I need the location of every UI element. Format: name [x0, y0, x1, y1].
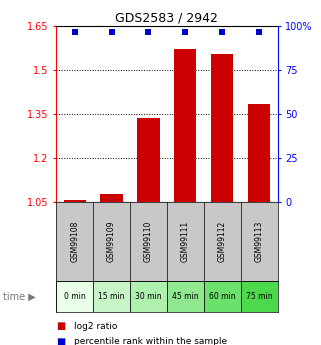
Text: 60 min: 60 min — [209, 292, 236, 301]
Text: time ▶: time ▶ — [3, 292, 36, 302]
Text: 15 min: 15 min — [98, 292, 125, 301]
Text: GSM99110: GSM99110 — [144, 221, 153, 262]
Bar — [137, 118, 160, 202]
Text: GSM99112: GSM99112 — [218, 221, 227, 262]
Title: GDS2583 / 2942: GDS2583 / 2942 — [116, 12, 218, 25]
Bar — [211, 54, 233, 202]
Text: ■: ■ — [56, 321, 65, 331]
Bar — [174, 49, 196, 202]
Text: ■: ■ — [56, 337, 65, 345]
Bar — [130, 281, 167, 312]
Text: 75 min: 75 min — [246, 292, 273, 301]
Bar — [64, 200, 86, 202]
Bar — [56, 281, 93, 312]
Text: GSM99109: GSM99109 — [107, 221, 116, 262]
Text: percentile rank within the sample: percentile rank within the sample — [74, 337, 227, 345]
Bar — [93, 281, 130, 312]
Text: GSM99108: GSM99108 — [70, 221, 79, 262]
Text: 0 min: 0 min — [64, 292, 85, 301]
Text: GSM99111: GSM99111 — [181, 221, 190, 262]
Text: 45 min: 45 min — [172, 292, 199, 301]
Bar — [100, 195, 123, 202]
Bar — [248, 104, 270, 202]
Bar — [167, 281, 204, 312]
Text: 30 min: 30 min — [135, 292, 162, 301]
Bar — [204, 281, 241, 312]
Text: GSM99113: GSM99113 — [255, 221, 264, 262]
Text: log2 ratio: log2 ratio — [74, 322, 117, 331]
Bar — [241, 281, 278, 312]
